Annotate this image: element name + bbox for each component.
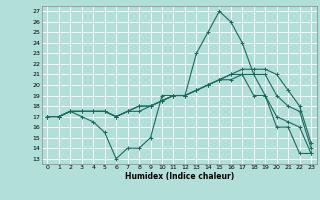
X-axis label: Humidex (Indice chaleur): Humidex (Indice chaleur): [124, 172, 234, 181]
